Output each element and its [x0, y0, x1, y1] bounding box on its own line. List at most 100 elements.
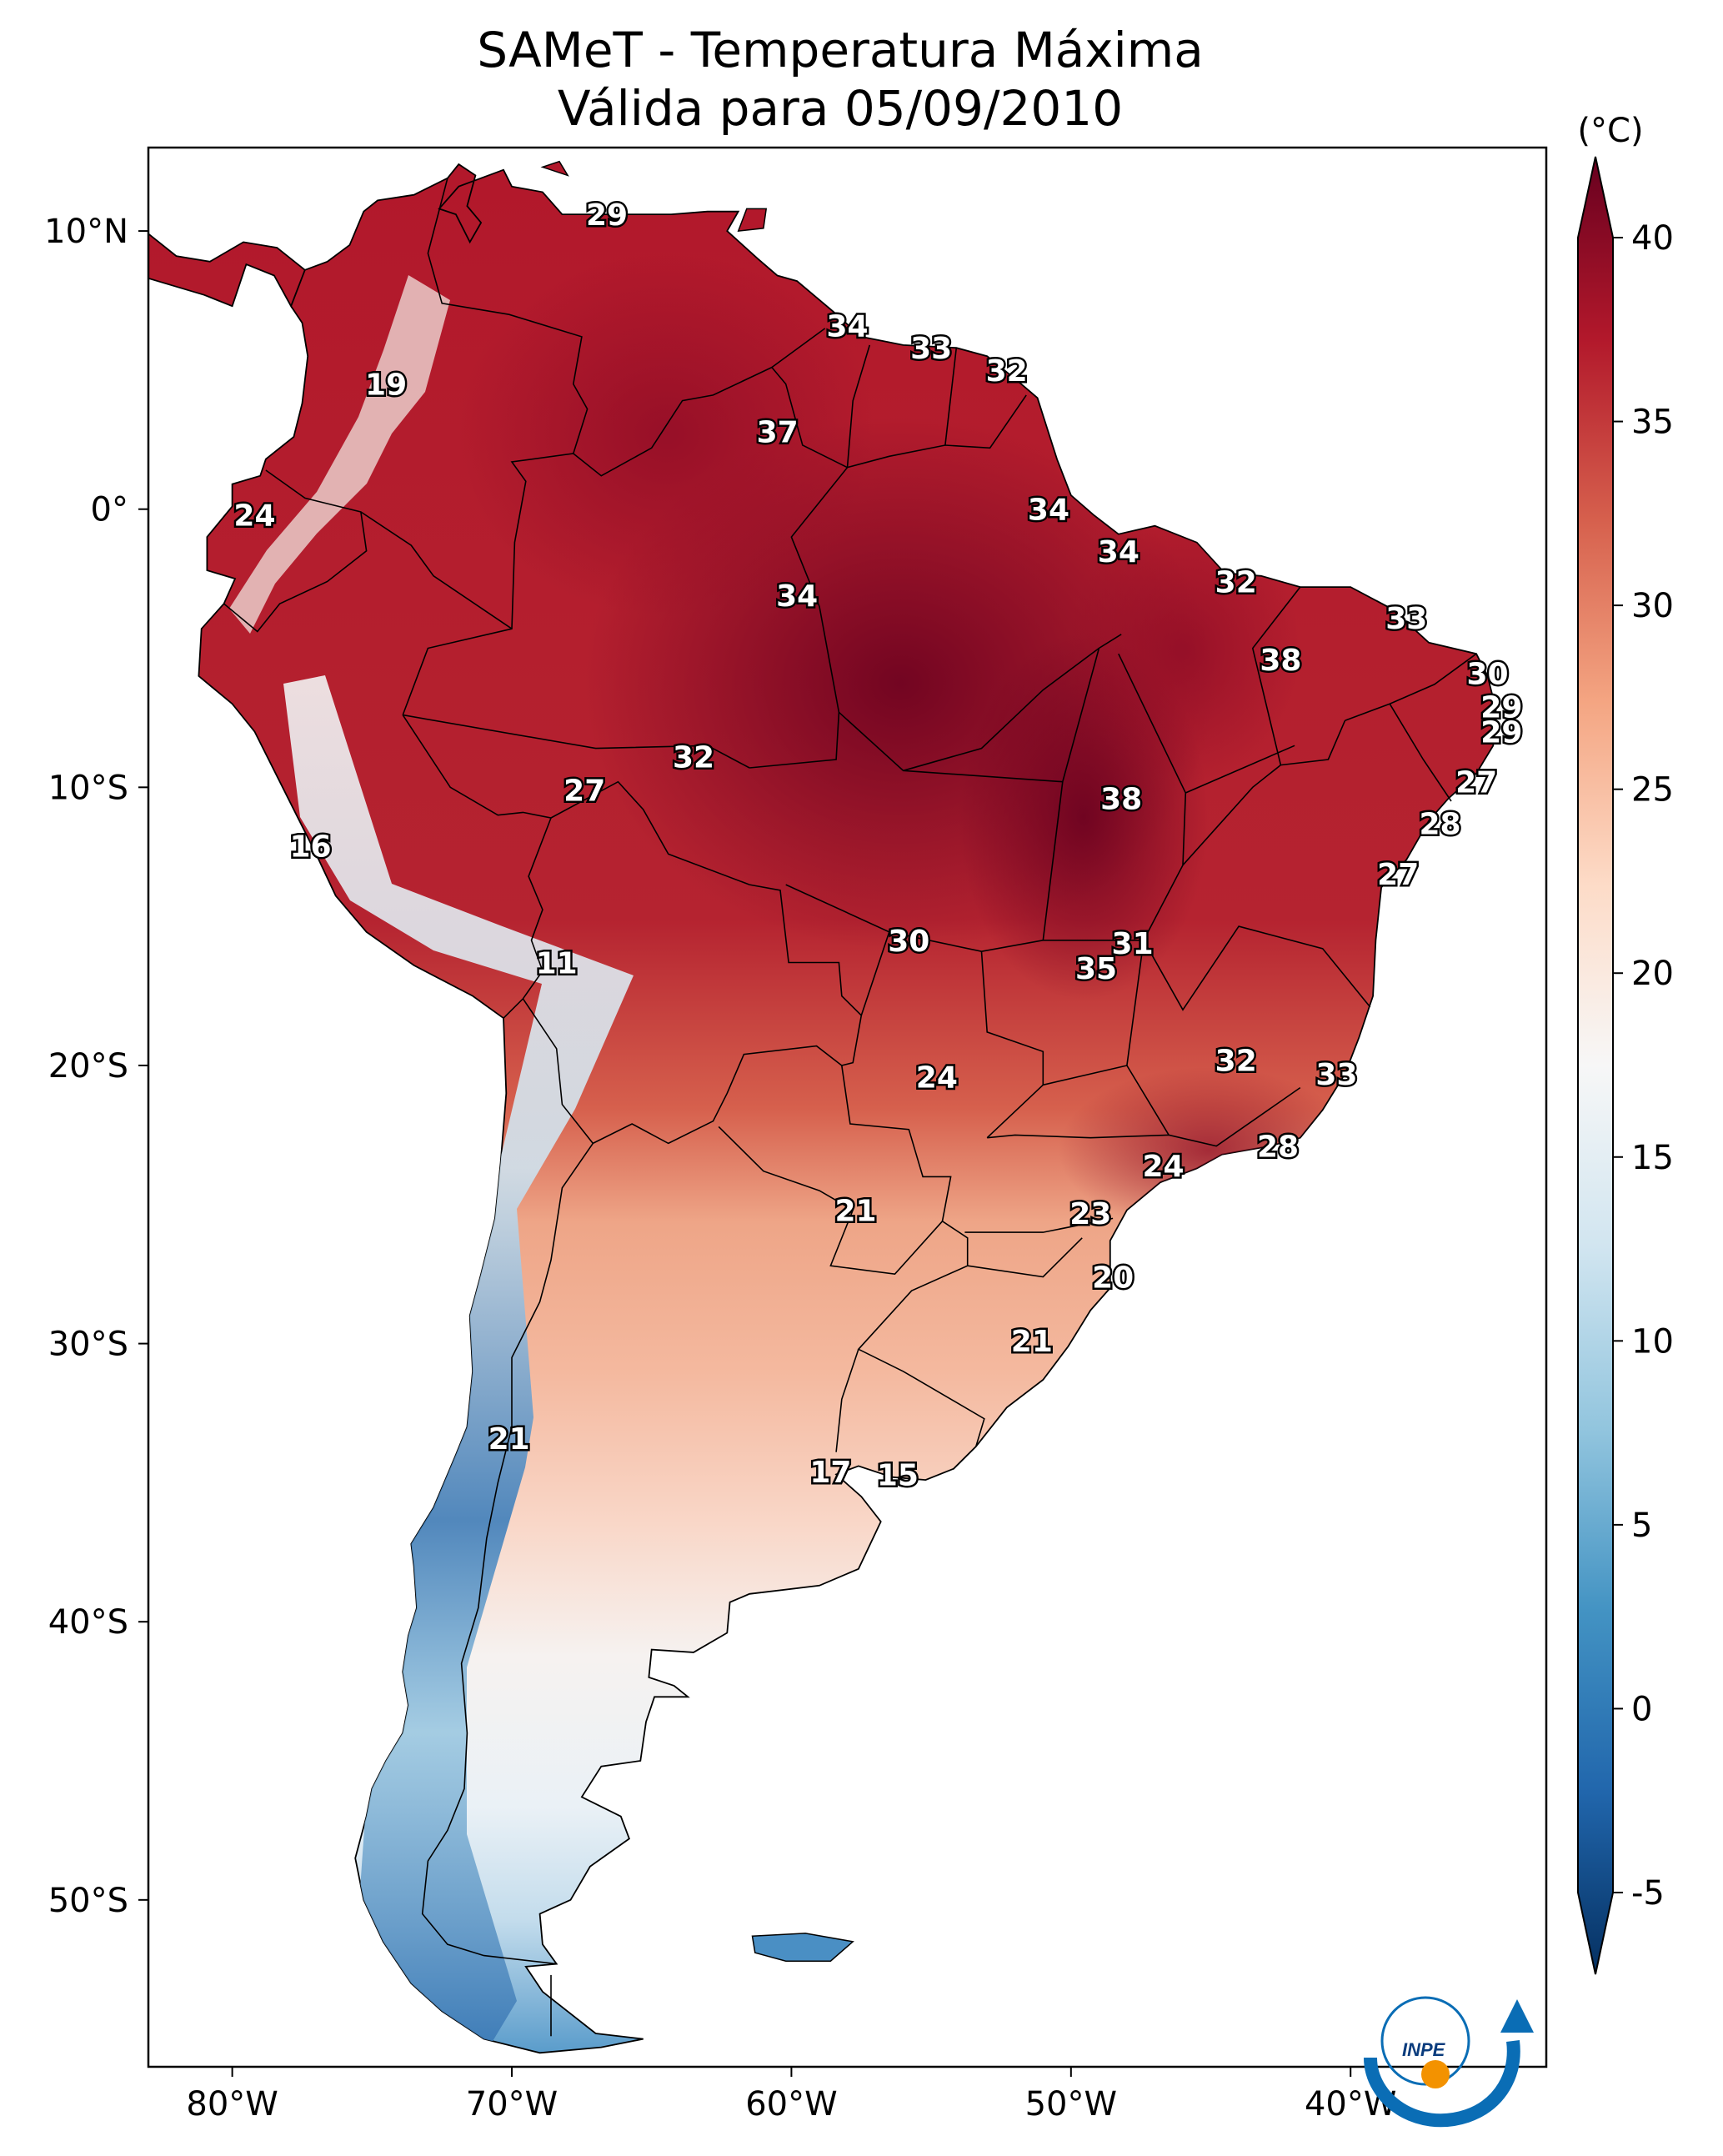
lat-tick-label: 50°S [48, 1882, 128, 1920]
contour-label: 29 [1480, 716, 1522, 750]
contour-label: 24 [916, 1060, 958, 1095]
contour-label: 38 [1260, 644, 1301, 678]
contour-label: 35 [1075, 952, 1117, 986]
logo-arc-icon [1364, 2040, 1520, 2128]
contour-label: 29 [1480, 691, 1522, 725]
border-line [771, 328, 826, 369]
border-line [964, 1217, 1114, 1233]
contour-label: 34 [826, 310, 868, 344]
contour-label: 33 [1385, 602, 1427, 636]
contour-label: 16 [289, 830, 331, 864]
contour-label: 17 [809, 1456, 851, 1490]
colorbar-unit: (°C) [1577, 112, 1643, 150]
lat-tick-label: 40°S [48, 1603, 128, 1642]
colombian-andes-band [229, 275, 450, 634]
lon-tick-label: 70°W [466, 2085, 558, 2123]
contour-label: 21 [1011, 1325, 1053, 1359]
contour-label: 37 [757, 415, 799, 449]
border-line [1345, 653, 1477, 722]
contour-label: 24 [1142, 1150, 1184, 1184]
contour-label: 32 [1215, 1044, 1257, 1078]
lat-tick-label: 10°N [44, 213, 128, 251]
border-line [1251, 586, 1301, 765]
contour-label: 15 [877, 1458, 919, 1492]
border-line [1143, 925, 1371, 1011]
contour-label: 27 [563, 775, 605, 809]
contour-label: 27 [1377, 858, 1419, 892]
border-line [718, 1126, 944, 1276]
border-line [944, 348, 958, 446]
contour-label: 32 [1215, 565, 1257, 599]
contour-label: 34 [776, 579, 818, 614]
colorbar-ticks: 40 35 30 25 20 15 10 5 0 -5 [1613, 219, 1674, 1913]
border-line [403, 714, 750, 769]
lon-tick-label: 50°W [1025, 2085, 1117, 2123]
lat-tick-label: 30°S [48, 1326, 128, 1364]
country-state-borders [223, 178, 1477, 2037]
colorbar-tick-label: 20 [1631, 955, 1674, 993]
border-line [421, 1142, 594, 1965]
title-line1: SAMeT - Temperatura Máxima [477, 22, 1204, 78]
inpe-logo: INPE [1364, 1996, 1534, 2128]
contour-label: 38 [1100, 783, 1142, 817]
island [540, 160, 569, 177]
contour-label: 30 [888, 925, 929, 959]
contour-label: 31 [1112, 927, 1154, 961]
colorbar-tick-label: 25 [1631, 771, 1674, 810]
border-line [835, 1349, 859, 1452]
border-line [427, 178, 589, 454]
contour-label: 33 [1315, 1058, 1357, 1092]
logo-text: INPE [1402, 2039, 1446, 2060]
logo-arrow-icon [1500, 1999, 1534, 2033]
contour-label: 30 [1467, 658, 1509, 692]
border-line [980, 951, 1044, 1139]
lon-tick-label: 80°W [186, 2085, 278, 2123]
colorbar: (°C) 40 35 30 25 20 15 10 5 0 -5 [1577, 112, 1674, 1975]
border-line [1389, 703, 1452, 802]
border-line [265, 469, 513, 629]
colorbar-tick-label: 40 [1631, 219, 1674, 258]
contour-label: 20 [1092, 1261, 1134, 1296]
border-line [846, 344, 871, 468]
lon-tick-label: 60°W [745, 2085, 837, 2123]
contour-label: 32 [986, 354, 1028, 389]
colorbar-tick-label: 10 [1631, 1322, 1674, 1361]
colorbar-body [1577, 156, 1614, 1975]
contour-label: 21 [488, 1422, 530, 1457]
logo-sun-icon [1421, 2060, 1450, 2088]
contour-label: 32 [673, 741, 714, 775]
border-line [522, 998, 594, 1144]
colorbar-tick-label: -5 [1631, 1874, 1665, 1913]
contour-label: 21 [835, 1194, 877, 1228]
colorbar-tick-label: 30 [1631, 587, 1674, 625]
border-line [402, 366, 1027, 715]
border-line [1126, 1065, 1301, 1147]
border-line [967, 1237, 1083, 1278]
lat-tick-label: 10°S [48, 769, 128, 807]
lat-tick-label: 20°S [48, 1047, 128, 1086]
contour-label: 28 [1419, 808, 1460, 842]
contour-label: 34 [1028, 494, 1069, 528]
contour-label: 11 [536, 947, 578, 981]
contour-label: 24 [233, 499, 275, 533]
latitude-ticks: 10°N 0° 10°S 20°S 30°S 40°S 50°S [44, 213, 148, 1920]
map-frame [147, 146, 1548, 2068]
border-line [790, 467, 849, 713]
contour-label: 19 [365, 369, 407, 403]
contour-label: 23 [1069, 1197, 1111, 1231]
colorbar-tick-label: 35 [1631, 404, 1674, 442]
border-line [1185, 745, 1295, 794]
border-line [223, 511, 368, 633]
border-line [903, 647, 1099, 772]
map-panel: 10°N 0° 10°S 20°S 30°S 40°S 50°S 80°W 70°W 60°W 5… [44, 146, 1548, 2123]
contour-label: 28 [1257, 1131, 1299, 1165]
contour-label: 27 [1455, 766, 1497, 800]
border-line [860, 931, 890, 1016]
border-line [987, 1134, 1170, 1139]
colorbar-tick-label: 15 [1631, 1139, 1674, 1177]
longitude-ticks: 80°W 70°W 60°W 50°W 40°W [186, 2067, 1396, 2123]
island [751, 1933, 854, 1962]
contour-label: 33 [910, 332, 952, 366]
